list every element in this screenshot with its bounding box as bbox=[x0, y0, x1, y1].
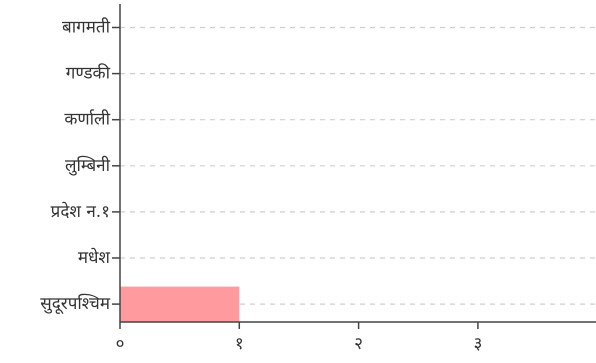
x-tick-label: २ bbox=[354, 334, 363, 354]
category-label: लुम्बिनी bbox=[65, 155, 111, 176]
category-label: मधेश bbox=[78, 247, 111, 268]
x-tick-label: ० bbox=[116, 334, 125, 354]
x-tick-label: १ bbox=[235, 334, 244, 354]
category-label: गण्डकी bbox=[66, 63, 111, 84]
category-label: कर्णाली bbox=[64, 109, 110, 130]
category-labels: बागमती गण्डकी कर्णाली लुम्बिनी प्रदेश न.१ मधे… bbox=[40, 17, 111, 315]
category-label: बागमती bbox=[62, 17, 111, 38]
category-label: प्रदेश न.१ bbox=[51, 201, 110, 222]
bar-सुदूरपश्चिम bbox=[120, 286, 240, 322]
x-tick-labels: ० १ २ ३ bbox=[116, 322, 482, 354]
grid-layer bbox=[112, 26, 596, 305]
bar-layer bbox=[120, 286, 240, 322]
category-label: सुदूरपश्चिम bbox=[40, 293, 111, 314]
x-tick-label: ३ bbox=[473, 334, 482, 354]
